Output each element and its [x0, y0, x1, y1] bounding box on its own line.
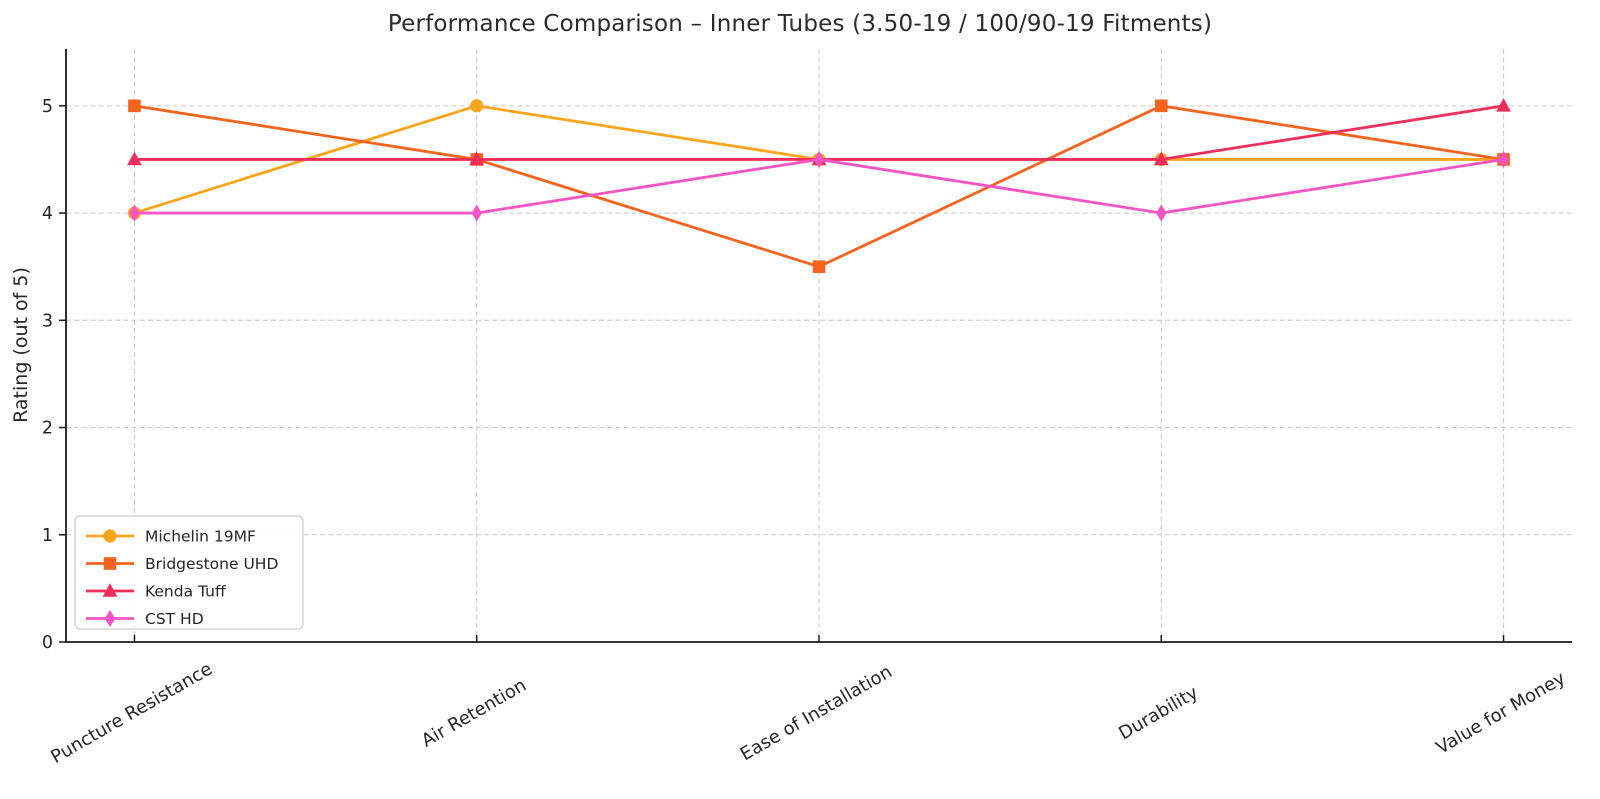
marker-diamond: [813, 150, 825, 169]
y-tick-label: 2: [42, 419, 53, 439]
marker-diamond: [1498, 150, 1509, 169]
series-cst-hd: [129, 150, 1509, 222]
marker-circle: [470, 99, 484, 113]
marker-square: [1154, 99, 1168, 113]
legend-label: CST HD: [145, 610, 204, 628]
legend-label: Kenda Tuff: [145, 583, 226, 601]
marker-circle: [103, 529, 117, 543]
x-tick-label: Value for Money: [1433, 668, 1570, 759]
marker-triangle: [469, 151, 485, 166]
marker-diamond: [471, 204, 482, 222]
legend-box: [74, 515, 304, 630]
marker-triangle: [127, 151, 142, 166]
x-tick-label: Air Retention: [418, 675, 530, 752]
x-tick-label: Durability: [1115, 682, 1202, 744]
marker-diamond: [104, 609, 116, 628]
x-tick-label: Puncture Resistance: [47, 659, 216, 768]
marker-square: [103, 557, 117, 570]
marker-triangle: [102, 583, 118, 597]
y-tick-label: 0: [42, 633, 53, 653]
marker-square: [128, 99, 141, 113]
legend: Michelin 19MF Bridgestone UHD Kenda Tuff CS…: [74, 515, 304, 630]
legend-item: Michelin 19MF: [86, 528, 256, 546]
marker-square: [812, 260, 826, 273]
marker-triangle: [1153, 151, 1169, 166]
marker-diamond: [129, 204, 140, 222]
y-axis-ticks: 0 1 2 3 4 5: [42, 97, 66, 653]
y-tick-label: 5: [42, 97, 53, 117]
legend-item: CST HD: [86, 609, 204, 628]
y-tick-label: 1: [42, 526, 53, 546]
x-tick-label: Ease of Installation: [737, 661, 896, 765]
y-tick-label: 3: [42, 311, 53, 331]
marker-triangle: [1496, 98, 1511, 112]
legend-label: Bridgestone UHD: [145, 555, 278, 573]
legend-item: Kenda Tuff: [86, 583, 226, 601]
legend-label: Michelin 19MF: [145, 528, 256, 546]
x-axis-ticks: Puncture Resistance Air Retention Ease of …: [47, 635, 1569, 768]
legend-item: Bridgestone UHD: [86, 555, 278, 573]
y-tick-label: 4: [42, 204, 53, 224]
marker-diamond: [1156, 204, 1167, 222]
chart-title: Performance Comparison – Inner Tubes (3.…: [387, 11, 1213, 37]
